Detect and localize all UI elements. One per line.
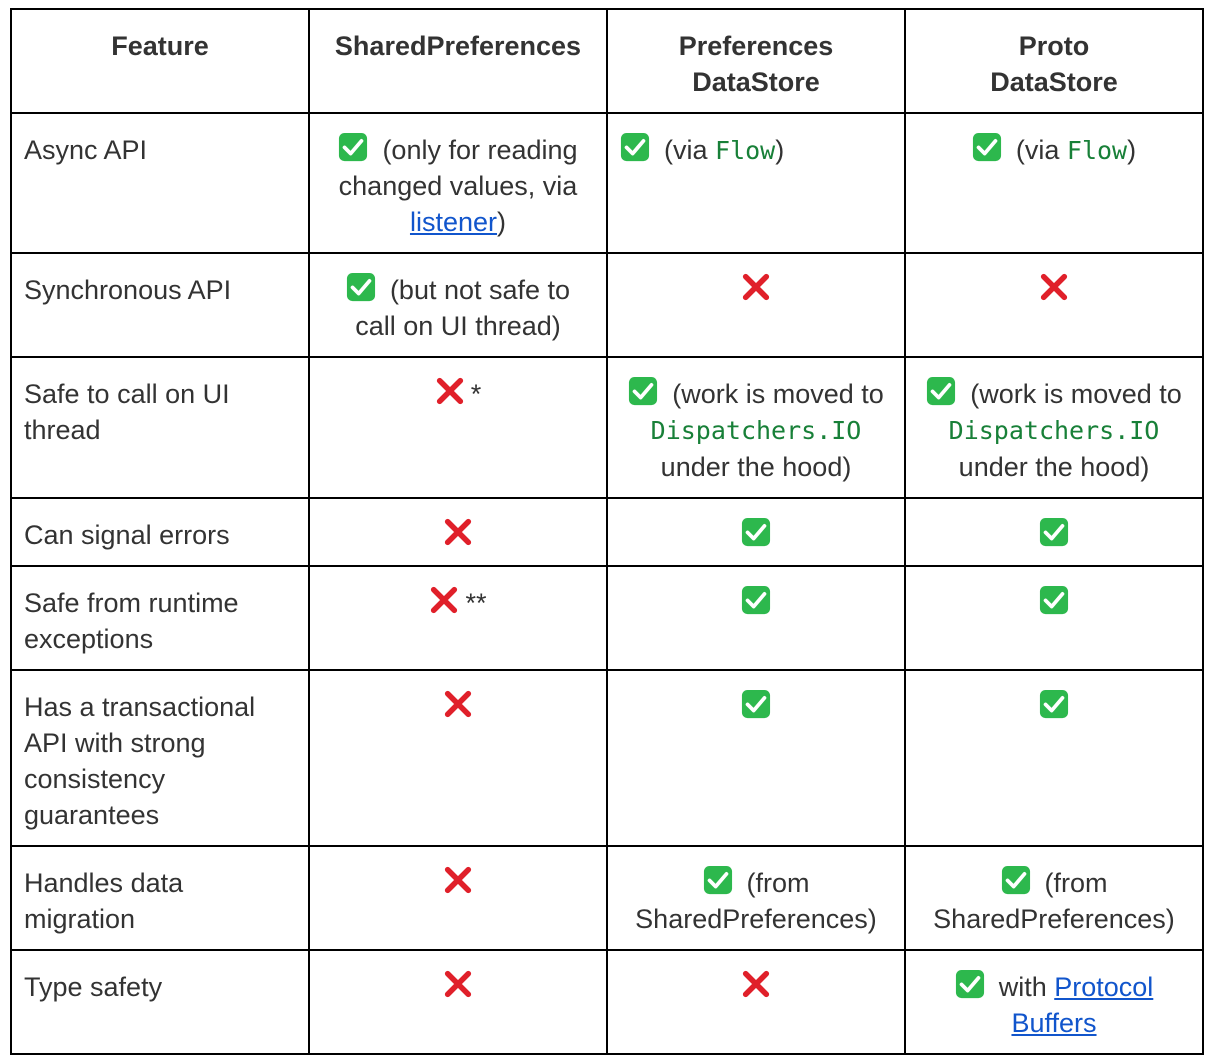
feature-cell: Safe to call on UI thread	[10, 356, 310, 499]
prefs-datastore-cell: (work is moved to Dispatchers.IO under t…	[606, 356, 906, 499]
proto-datastore-cell: (work is moved to Dispatchers.IO under t…	[904, 356, 1204, 499]
prefs-datastore-cell	[606, 252, 906, 358]
proto-datastore-cell	[904, 669, 1204, 847]
check-mark-icon	[1039, 689, 1069, 719]
cell-text: (but not safe to call on UI thread)	[355, 275, 571, 341]
table-row: Safe to call on UI thread * (work is mov…	[10, 356, 1204, 499]
check-mark-icon	[1039, 585, 1069, 615]
cell-text: (via	[664, 135, 716, 165]
shared-prefs-cell: (only for reading changed values, via li…	[308, 112, 608, 254]
prefs-datastore-cell: (from SharedPreferences)	[606, 845, 906, 951]
check-mark-icon	[628, 376, 658, 406]
prefs-datastore-cell	[606, 497, 906, 567]
proto-datastore-cell: (via Flow)	[904, 112, 1204, 254]
check-mark-icon	[972, 132, 1002, 162]
cell-text: (from SharedPreferences)	[933, 868, 1175, 934]
table-row: Async API (only for reading changed valu…	[10, 112, 1204, 254]
feature-cell: Synchronous API	[10, 252, 310, 358]
cross-mark-icon	[435, 376, 465, 406]
table-row: Type safety with Protocol Buffers	[10, 949, 1204, 1055]
check-mark-icon	[346, 272, 376, 302]
cell-text: (via	[1015, 135, 1067, 165]
shared-prefs-cell	[308, 949, 608, 1055]
shared-prefs-cell	[308, 845, 608, 951]
feature-cell: Has a transactional API with strong cons…	[10, 669, 310, 847]
feature-cell: Handles data migration	[10, 845, 310, 951]
cell-text: )	[775, 135, 785, 165]
table-row: Synchronous API (but not safe to call on…	[10, 252, 1204, 358]
cell-text: )	[497, 207, 507, 237]
prefs-datastore-cell	[606, 565, 906, 671]
table-row: Can signal errors	[10, 497, 1204, 567]
table-row: Handles data migration (from SharedPrefe…	[10, 845, 1204, 951]
code-dispatchers-io: Dispatchers.IO	[948, 416, 1160, 445]
check-mark-icon	[926, 376, 956, 406]
cell-text: (from SharedPreferences)	[635, 868, 877, 934]
proto-datastore-cell	[904, 565, 1204, 671]
feature-cell: Can signal errors	[10, 497, 310, 567]
proto-datastore-cell	[904, 497, 1204, 567]
feature-cell: Async API	[10, 112, 310, 254]
check-mark-icon	[741, 517, 771, 547]
header-feature: Feature	[10, 8, 310, 114]
listener-link[interactable]: listener	[409, 207, 498, 237]
prefs-datastore-cell	[606, 669, 906, 847]
cross-mark-icon	[741, 272, 771, 302]
check-mark-icon	[741, 585, 771, 615]
header-row: Feature SharedPreferences Preferences Da…	[10, 8, 1204, 114]
check-mark-icon	[338, 132, 368, 162]
cell-text: (only for reading changed values, via	[338, 135, 578, 201]
cross-mark-icon	[443, 689, 473, 719]
shared-prefs-cell: (but not safe to call on UI thread)	[308, 252, 608, 358]
cell-text: )	[1127, 135, 1137, 165]
prefs-datastore-cell	[606, 949, 906, 1055]
check-mark-icon	[741, 689, 771, 719]
header-proto-datastore: Proto DataStore	[904, 8, 1204, 114]
cross-mark-icon	[443, 517, 473, 547]
feature-cell: Safe from runtime exceptions	[10, 565, 310, 671]
check-mark-icon	[1039, 517, 1069, 547]
code-flow: Flow	[1066, 136, 1128, 165]
table-row: Has a transactional API with strong cons…	[10, 669, 1204, 847]
shared-prefs-cell: **	[308, 565, 608, 671]
check-mark-icon	[620, 132, 650, 162]
proto-datastore-cell	[904, 252, 1204, 358]
proto-datastore-cell: (from SharedPreferences)	[904, 845, 1204, 951]
code-flow: Flow	[715, 136, 776, 165]
code-dispatchers-io: Dispatchers.IO	[650, 416, 862, 445]
feature-cell: Type safety	[10, 949, 310, 1055]
footnote-marker: **	[465, 588, 487, 618]
cell-text: under the hood)	[958, 452, 1150, 482]
cross-mark-icon	[443, 969, 473, 999]
header-preferences-datastore: Preferences DataStore	[606, 8, 906, 114]
table-row: Safe from runtime exceptions **	[10, 565, 1204, 671]
shared-prefs-cell	[308, 669, 608, 847]
cross-mark-icon	[741, 969, 771, 999]
check-mark-icon	[955, 969, 985, 999]
prefs-datastore-cell: (via Flow)	[606, 112, 906, 254]
protocol-buffers-link[interactable]: Protocol Buffers	[1011, 972, 1154, 1038]
cell-text: (work is moved to	[970, 379, 1182, 409]
shared-prefs-cell: *	[308, 356, 608, 499]
cell-text: (work is moved to	[672, 379, 884, 409]
cell-text: with	[998, 972, 1055, 1002]
comparison-table: Feature SharedPreferences Preferences Da…	[10, 8, 1204, 1055]
cross-mark-icon	[443, 865, 473, 895]
check-mark-icon	[703, 865, 733, 895]
proto-datastore-cell: with Protocol Buffers	[904, 949, 1204, 1055]
footnote-marker: *	[470, 379, 482, 409]
cell-text: under the hood)	[660, 452, 852, 482]
header-shared-preferences: SharedPreferences	[308, 8, 608, 114]
shared-prefs-cell	[308, 497, 608, 567]
cross-mark-icon	[429, 585, 459, 615]
check-mark-icon	[1001, 865, 1031, 895]
cross-mark-icon	[1039, 272, 1069, 302]
